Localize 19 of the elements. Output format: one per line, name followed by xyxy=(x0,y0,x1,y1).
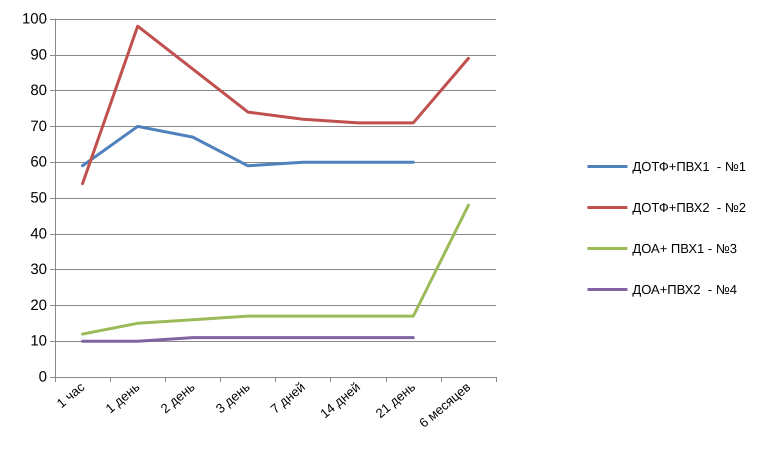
y-tick-label: 50 xyxy=(30,190,47,206)
line-series xyxy=(81,124,415,168)
legend-label: ДОА+ ПВХ1 - №3 xyxy=(632,241,737,256)
y-tick-label: 40 xyxy=(30,225,47,242)
y-tick-label: 70 xyxy=(30,118,47,135)
line-series xyxy=(81,204,470,336)
y-tick-label: 20 xyxy=(30,296,47,314)
y-tick-label: 10 xyxy=(30,332,47,350)
y-tick-label: 100 xyxy=(22,10,47,28)
y-tick-label: 90 xyxy=(30,46,47,64)
y-tick-label: 80 xyxy=(30,82,47,100)
y-tick-label: 0 xyxy=(38,368,47,386)
legend-label: ДОТФ+ПВХ2 - №2 xyxy=(632,200,746,215)
y-tick-label: 60 xyxy=(30,154,47,171)
x-tick-label: 1 час xyxy=(54,378,88,411)
y-tick-label: 30 xyxy=(30,261,47,278)
legend-label: ДОА+ПВХ2 - №4 xyxy=(632,282,737,297)
line-series xyxy=(81,24,470,186)
legend-label: ДОТФ+ПВХ1 - №1 xyxy=(632,159,746,174)
